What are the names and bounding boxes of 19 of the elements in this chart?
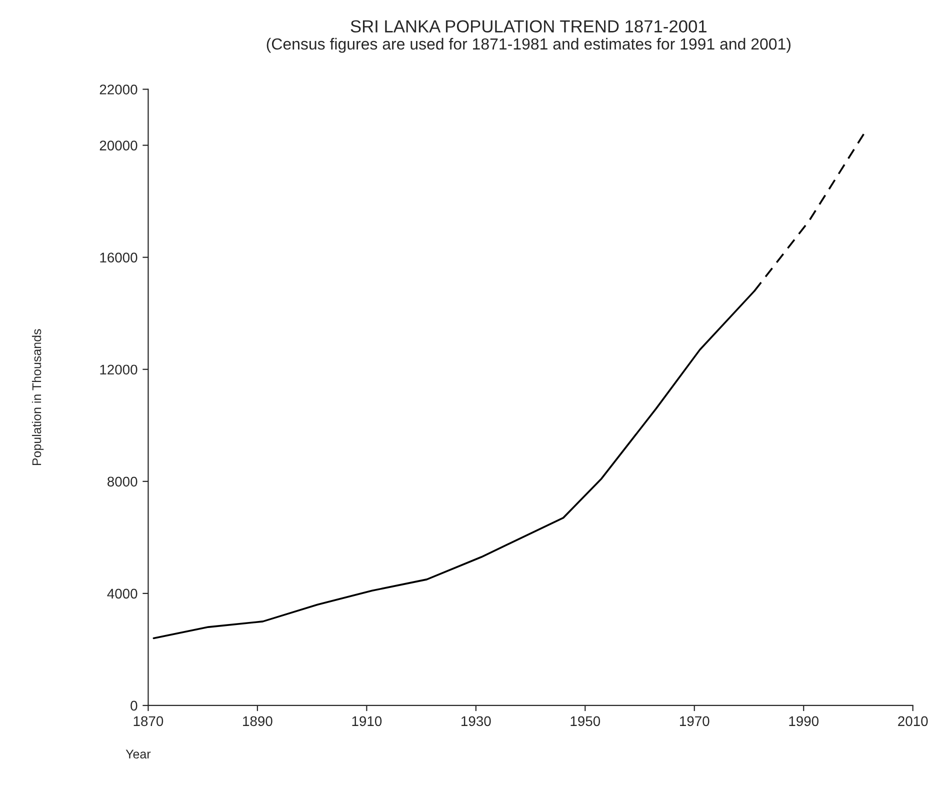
x-tick-label: 1890 [243,716,272,726]
y-tick-label: 12000 [100,364,138,375]
chart-title: SRI LANKA POPULATION TREND 1871-2001 [350,20,706,32]
x-tick-label: 1930 [462,716,491,726]
x-tick-label: 1990 [789,716,819,726]
y-tick-label: 8000 [108,476,138,487]
x-tick-label: 1870 [134,716,164,726]
x-tick-label: 1950 [570,716,600,726]
chart-subtitle: (Census figures are used for 1871-1981 and estimates for 1991 and 2001) [266,38,790,53]
y-tick-label: 22000 [100,84,138,94]
x-axis-title: Year [126,750,151,759]
y-tick-label: 4000 [107,588,138,599]
x-tick-label: 1970 [680,716,710,726]
x-tick-label: 1910 [352,716,382,726]
y-tick-label: 16000 [100,252,138,262]
y-axis-title: Population in Thousands [32,329,44,466]
x-tick-label: 2010 [898,716,928,726]
y-tick-label: 20000 [100,140,138,150]
y-tick-label: 0 [130,700,138,711]
